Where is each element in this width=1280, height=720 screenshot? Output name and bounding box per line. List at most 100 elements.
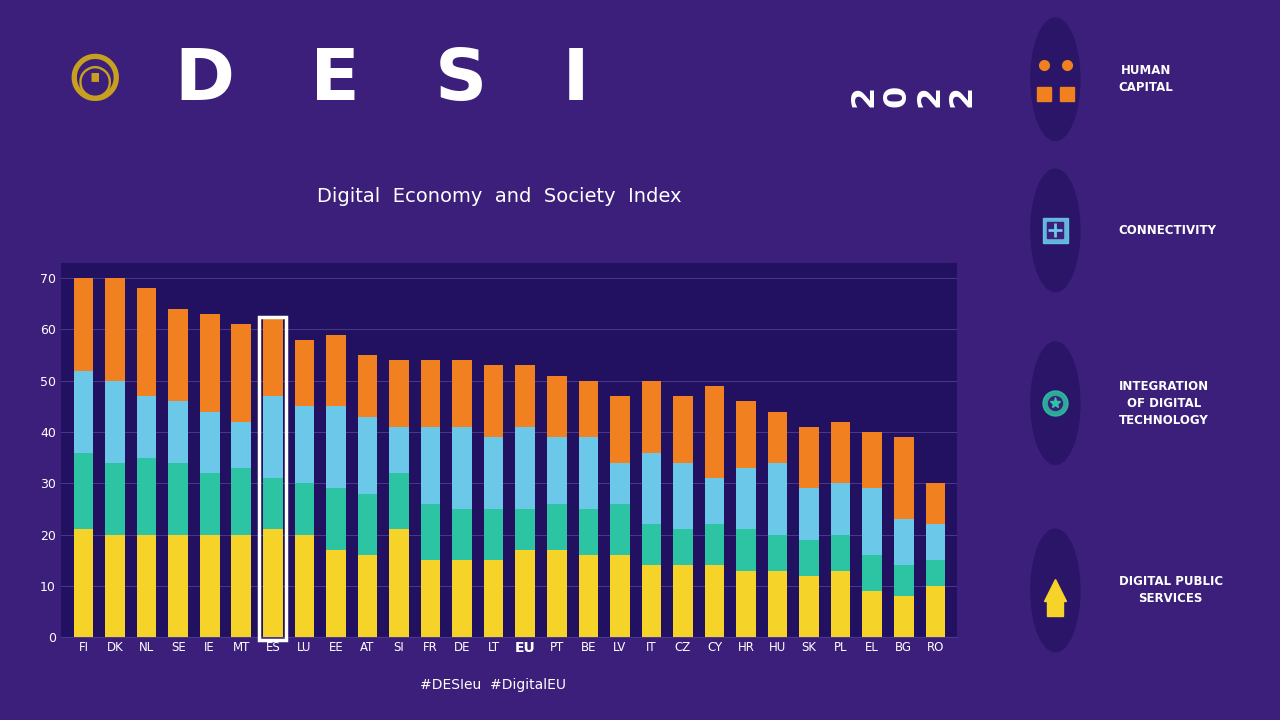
Bar [200, 314, 219, 412]
Bar [579, 381, 598, 437]
Bar [421, 427, 440, 504]
Bar [484, 560, 503, 637]
Bar [863, 488, 882, 555]
Bar [484, 365, 503, 437]
Bar [547, 376, 567, 437]
Bar [421, 360, 440, 427]
Bar [768, 535, 787, 570]
Bar [137, 396, 156, 458]
Bar [831, 422, 850, 483]
Bar [516, 365, 535, 427]
Bar [800, 488, 819, 540]
Bar [831, 570, 850, 637]
Bar [326, 550, 346, 637]
Bar [736, 570, 755, 637]
Bar [232, 468, 251, 535]
Bar [137, 535, 156, 637]
Bar [294, 483, 314, 535]
Bar [200, 412, 219, 473]
Bar [326, 488, 346, 550]
Text: 2: 2 [914, 85, 945, 107]
Bar [484, 437, 503, 509]
Bar [294, 406, 314, 483]
Bar [264, 396, 283, 478]
Bar [516, 427, 535, 509]
Text: D   E   S   I: D E S I [174, 46, 589, 115]
Bar [611, 555, 630, 637]
Bar [326, 406, 346, 488]
Bar [452, 360, 472, 427]
Bar [768, 463, 787, 535]
Bar [169, 463, 188, 535]
Bar [357, 555, 378, 637]
Bar [800, 427, 819, 488]
Text: ○: ○ [77, 60, 113, 102]
Bar [452, 560, 472, 637]
Bar [326, 335, 346, 406]
Bar [294, 340, 314, 406]
Bar [611, 463, 630, 504]
Bar [579, 437, 598, 509]
Bar [641, 565, 662, 637]
Bar [232, 324, 251, 422]
Text: 2: 2 [947, 85, 978, 107]
Bar [863, 555, 882, 591]
Bar [925, 560, 945, 586]
Bar [169, 401, 188, 463]
Bar [105, 278, 125, 381]
Bar [200, 473, 219, 535]
Bar [611, 504, 630, 555]
Bar [925, 524, 945, 560]
Bar [264, 319, 283, 396]
Bar [452, 509, 472, 560]
Bar [421, 504, 440, 560]
Bar [547, 550, 567, 637]
Bar [893, 519, 914, 565]
Bar [421, 560, 440, 637]
Bar [673, 565, 692, 637]
Bar [705, 524, 724, 565]
Bar [925, 483, 945, 524]
Bar [357, 355, 378, 417]
Bar [673, 396, 692, 463]
Bar [641, 524, 662, 565]
Bar [74, 529, 93, 637]
Circle shape [1030, 169, 1080, 292]
Bar [200, 535, 219, 637]
Bar [74, 371, 93, 453]
Text: CONNECTIVITY: CONNECTIVITY [1119, 224, 1217, 237]
Text: Digital  Economy  and  Society  Index: Digital Economy and Society Index [317, 187, 681, 206]
Bar [705, 478, 724, 524]
Bar [673, 463, 692, 529]
Bar [389, 473, 408, 529]
Bar [547, 504, 567, 550]
Bar [863, 432, 882, 488]
Bar [516, 509, 535, 550]
Bar [294, 535, 314, 637]
Bar [768, 570, 787, 637]
Bar [863, 591, 882, 637]
Bar [169, 309, 188, 401]
Text: 2: 2 [849, 85, 879, 107]
Bar [264, 529, 283, 637]
Bar [105, 463, 125, 535]
Bar [137, 289, 156, 396]
Circle shape [1030, 529, 1080, 652]
Bar [452, 427, 472, 509]
Bar [137, 458, 156, 535]
Bar [736, 401, 755, 468]
Bar [705, 386, 724, 478]
Bar [389, 529, 408, 637]
Bar [264, 478, 283, 529]
Bar [768, 412, 787, 463]
Bar [800, 540, 819, 576]
Bar [105, 381, 125, 463]
Bar [105, 535, 125, 637]
Text: INTEGRATION
OF DIGITAL
TECHNOLOGY: INTEGRATION OF DIGITAL TECHNOLOGY [1119, 379, 1208, 427]
Bar [357, 494, 378, 555]
Text: DIGITAL PUBLIC
SERVICES: DIGITAL PUBLIC SERVICES [1119, 575, 1222, 606]
Bar [641, 453, 662, 524]
Bar [831, 483, 850, 535]
Bar [579, 555, 598, 637]
Text: HUMAN
CAPITAL: HUMAN CAPITAL [1119, 64, 1174, 94]
